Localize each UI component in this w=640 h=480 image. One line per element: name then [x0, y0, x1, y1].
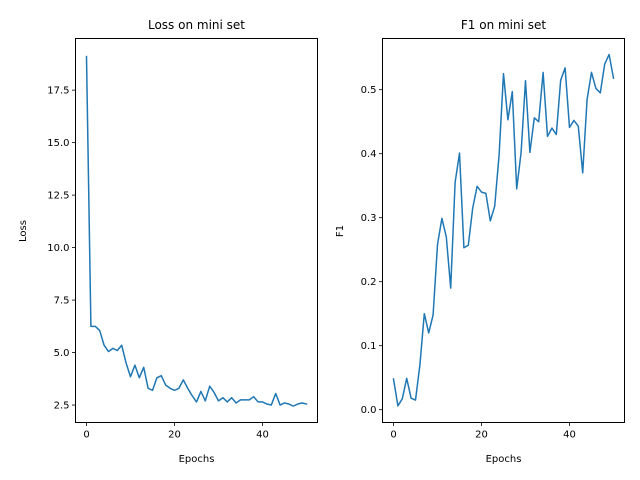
f1-chart-ytick-label: 0.1 — [361, 341, 377, 352]
f1-chart-axes-frame — [382, 38, 625, 423]
loss-chart-xtick-label: 40 — [256, 430, 269, 441]
loss-chart-panel: Loss on mini set Epochs Loss 0 20 40 2.5 5.0… — [18, 18, 318, 465]
f1-chart-ytick-label: 0.4 — [361, 149, 377, 160]
loss-chart-plot-area: 0 20 40 2.5 5.0 7.5 10.0 12.5 15.0 17.5 — [47, 55, 308, 441]
f1-chart-ytick-label: 0.5 — [361, 85, 377, 96]
f1-chart-ylabel: F1 — [335, 225, 346, 237]
loss-chart-ytick-label: 15.0 — [47, 138, 69, 149]
f1-chart-xtick-label: 0 — [390, 430, 396, 441]
f1-chart-xtick-label: 20 — [475, 430, 488, 441]
loss-chart-xtick-label: 0 — [83, 430, 89, 441]
f1-chart-xtick-label: 40 — [563, 430, 576, 441]
loss-chart-xtick-label: 20 — [168, 430, 181, 441]
f1-chart-ytick-label: 0.3 — [361, 213, 377, 224]
loss-chart-ytick-label: 5.0 — [54, 348, 70, 359]
f1-chart-ytick-label: 0.0 — [361, 405, 377, 416]
loss-chart-ytick-label: 7.5 — [54, 296, 70, 307]
loss-chart-xlabel: Epochs — [179, 454, 215, 465]
loss-chart-ylabel: Loss — [18, 220, 29, 242]
f1-chart-series-line — [392, 53, 615, 407]
loss-chart-ytick-label: 2.5 — [54, 401, 70, 412]
loss-chart-ytick-label: 17.5 — [47, 86, 69, 97]
loss-chart-title: Loss on mini set — [148, 18, 245, 32]
f1-chart-ytick-label: 0.2 — [361, 277, 377, 288]
f1-chart-xlabel: Epochs — [486, 454, 522, 465]
loss-chart-ytick-label: 10.0 — [47, 243, 69, 254]
f1-chart-panel: F1 on mini set Epochs F1 0 20 400.00.10.20… — [335, 18, 625, 465]
f1-chart-title: F1 on mini set — [461, 18, 547, 32]
loss-chart-series-line — [85, 55, 308, 407]
f1-chart-plot-area: 0 20 40 0.0 0.1 0.2 0.3 0.4 0.5 — [361, 53, 615, 441]
loss-chart-ytick-label: 12.5 — [47, 191, 69, 202]
loss-chart-axes-frame — [75, 38, 318, 423]
